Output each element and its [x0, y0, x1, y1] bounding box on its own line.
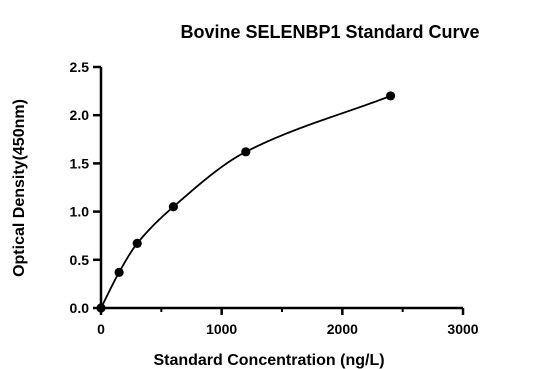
x-axis-label: Standard Concentration (ng/L)	[153, 352, 384, 369]
fit-curve	[100, 95, 391, 309]
y-tick-label-4: 2.0	[70, 107, 90, 123]
y-tick-label-3: 1.5	[70, 155, 90, 171]
x-tick-label-1: 1000	[206, 321, 237, 337]
data-point-4	[241, 147, 251, 157]
chart-title: Bovine SELENBP1 Standard Curve	[180, 22, 479, 42]
x-tick-label-2: 2000	[327, 321, 358, 337]
y-tick-label-2: 1.0	[70, 204, 90, 220]
data-point-5	[386, 91, 396, 101]
data-point-1	[114, 267, 124, 277]
axes: 0 1000 2000 3000 0.0 0.5 1.0 1.5 2.0 2.5	[70, 59, 479, 337]
data-points-layer	[96, 91, 396, 313]
y-tick-label-0: 0.0	[70, 300, 90, 316]
fit-curve-layer	[100, 95, 391, 309]
x-tick-label-3: 3000	[447, 321, 478, 337]
y-tick-label-1: 0.5	[70, 252, 90, 268]
y-tick-label-5: 2.5	[70, 59, 90, 75]
y-axis-label: Optical Density(450nm)	[11, 99, 28, 277]
data-point-3	[168, 202, 178, 212]
data-point-0	[96, 303, 106, 313]
x-tick-label-0: 0	[97, 321, 105, 337]
data-point-2	[132, 238, 142, 249]
